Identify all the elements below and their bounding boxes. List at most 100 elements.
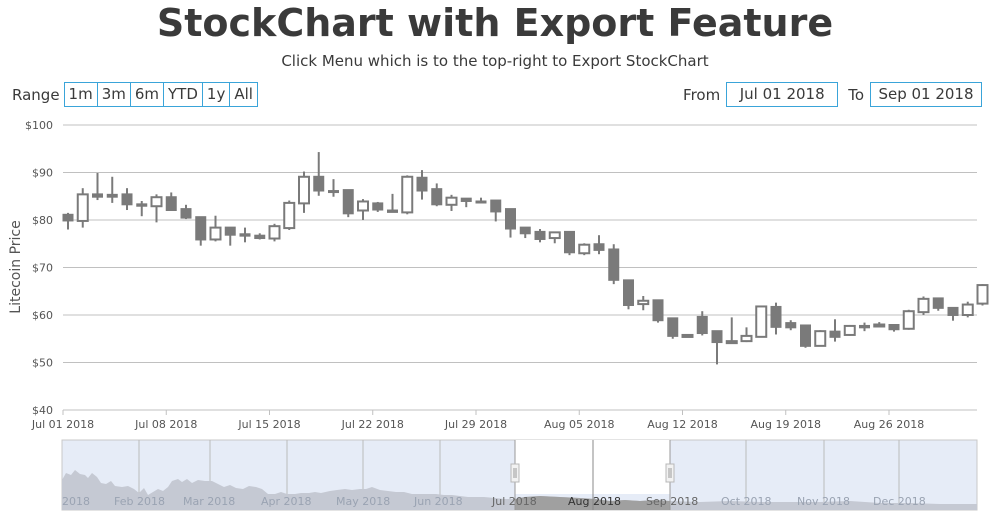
candle bbox=[431, 183, 443, 207]
navigator-background bbox=[61, 439, 978, 511]
candle bbox=[195, 216, 207, 246]
x-tick-label: Aug 26 2018 bbox=[854, 418, 924, 431]
candle bbox=[785, 320, 797, 331]
candle bbox=[961, 301, 974, 318]
candle bbox=[770, 302, 782, 335]
range-button-ytd[interactable]: YTD bbox=[163, 82, 203, 107]
candle bbox=[460, 197, 472, 208]
range-button-all[interactable]: All bbox=[229, 82, 258, 107]
candle bbox=[859, 322, 870, 332]
y-tick-label: $50 bbox=[32, 357, 53, 370]
y-tick-label: $40 bbox=[32, 404, 53, 417]
candle bbox=[92, 172, 103, 201]
x-tick-label: Jul 22 2018 bbox=[341, 418, 404, 431]
candle bbox=[490, 199, 502, 222]
candle bbox=[667, 317, 679, 339]
candle bbox=[548, 231, 561, 244]
x-axis: Jul 01 2018 Jul 08 2018 Jul 15 2018 Jul 22 … bbox=[31, 409, 977, 431]
candle bbox=[608, 244, 620, 285]
candle bbox=[313, 152, 325, 196]
range-button-1m[interactable]: 1m bbox=[63, 82, 98, 107]
candle bbox=[121, 188, 133, 211]
candle bbox=[888, 324, 900, 332]
navigator-right-handle[interactable] bbox=[665, 463, 675, 483]
candle bbox=[932, 297, 944, 311]
y-tick-label: $80 bbox=[32, 214, 53, 227]
navigator-label: Jul 2018 bbox=[491, 495, 537, 508]
candle bbox=[254, 233, 266, 240]
y-axis-title: Litecoin Price bbox=[8, 220, 24, 313]
candle bbox=[328, 179, 339, 197]
navigator-label: Dec 2018 bbox=[873, 495, 926, 508]
candle bbox=[342, 189, 354, 218]
candle bbox=[165, 192, 177, 212]
y-tick-label: $60 bbox=[32, 309, 53, 322]
y-tick-label: $70 bbox=[32, 262, 53, 275]
candle bbox=[283, 200, 296, 230]
candle bbox=[298, 171, 310, 213]
candle bbox=[976, 284, 989, 306]
candle bbox=[239, 227, 251, 243]
y-tick-label: $100 bbox=[25, 119, 53, 132]
candle bbox=[416, 170, 428, 200]
candle bbox=[387, 193, 398, 213]
candlestick-series bbox=[62, 152, 989, 365]
svg-text:Litecoin Price: Litecoin Price bbox=[8, 220, 24, 313]
candle bbox=[917, 296, 930, 315]
candle bbox=[564, 230, 575, 256]
from-date-input[interactable] bbox=[726, 82, 839, 107]
range-buttons: 1m 3m 6m YTD 1y All bbox=[63, 82, 258, 107]
candle bbox=[902, 309, 915, 330]
candle bbox=[76, 188, 89, 228]
navigator-label: Nov 2018 bbox=[797, 495, 850, 508]
navigator-label: Sep 2018 bbox=[646, 495, 698, 508]
candle bbox=[800, 324, 811, 348]
candle bbox=[755, 305, 768, 338]
chart-title: StockChart with Export Feature bbox=[156, 1, 834, 45]
candle bbox=[829, 319, 841, 342]
candle bbox=[843, 324, 856, 336]
x-tick-label: Jul 01 2018 bbox=[31, 418, 94, 431]
to-date-input[interactable] bbox=[870, 82, 982, 107]
candle bbox=[578, 243, 591, 256]
candle bbox=[150, 194, 163, 223]
candle bbox=[623, 279, 634, 310]
range-button-6m[interactable]: 6m bbox=[129, 82, 165, 107]
x-tick-label: Jul 15 2018 bbox=[237, 418, 300, 431]
navigator-left-handle[interactable] bbox=[510, 463, 520, 483]
navigator-label: Apr 2018 bbox=[261, 495, 312, 508]
from-label: From bbox=[683, 85, 721, 104]
candle bbox=[947, 306, 959, 321]
candle bbox=[534, 229, 546, 243]
date-range-inputs: From To bbox=[673, 82, 982, 107]
candle bbox=[725, 317, 738, 345]
y-tick-label: $90 bbox=[32, 167, 53, 180]
x-tick-label: Jul 08 2018 bbox=[134, 418, 197, 431]
x-tick-label: Aug 19 2018 bbox=[751, 418, 821, 431]
y-axis: $40 $50 $60 $70 $80 $90 $100 bbox=[25, 119, 977, 417]
candle bbox=[681, 333, 694, 338]
candle bbox=[357, 199, 369, 220]
candle bbox=[475, 197, 487, 204]
navigator-area bbox=[62, 470, 977, 510]
chart-subtitle: Click Menu which is to the top-right to … bbox=[281, 52, 709, 70]
x-tick-label: Jul 29 2018 bbox=[444, 418, 507, 431]
navigator-label: Jun 2018 bbox=[413, 495, 463, 508]
candle bbox=[268, 223, 281, 242]
candle bbox=[711, 330, 723, 365]
candle bbox=[519, 226, 531, 239]
x-tick-label: Aug 12 2018 bbox=[647, 418, 717, 431]
range-button-3m[interactable]: 3m bbox=[96, 82, 131, 107]
candle bbox=[62, 212, 74, 230]
navigator[interactable]: 2018 Feb 2018 Mar 2018 Apr 2018 May 2018 Jun … bbox=[61, 439, 978, 511]
candle bbox=[637, 296, 650, 311]
navigator-label: Aug 2018 bbox=[568, 495, 621, 508]
candle bbox=[372, 201, 384, 212]
navigator-selected-window bbox=[515, 440, 670, 494]
navigator-label: 2018 bbox=[62, 495, 90, 508]
range-button-1y[interactable]: 1y bbox=[201, 82, 231, 107]
candle bbox=[505, 208, 516, 238]
candle bbox=[696, 311, 708, 336]
range-selector: Range 1m 3m 6m YTD 1y All bbox=[12, 82, 258, 107]
